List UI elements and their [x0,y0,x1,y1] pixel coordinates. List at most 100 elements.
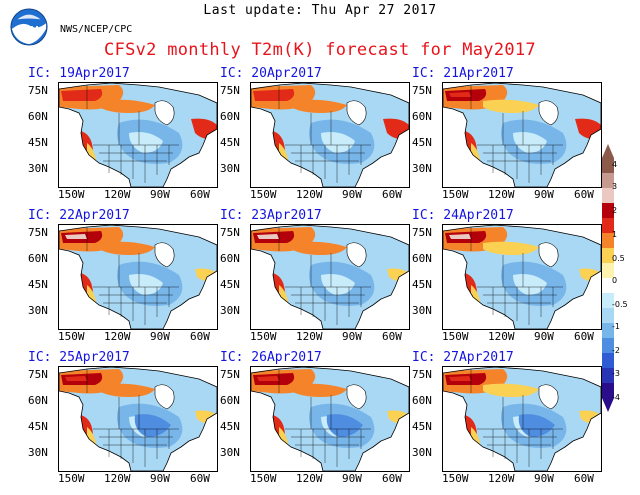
colorbar-bottom-arrow [602,398,614,412]
lon-tick-label: 150W [442,330,469,343]
forecast-panel: IC: 24Apr2017 75N 60N 45N 30N 150W 120W 90W 60W [412,208,612,348]
lon-tick-label: 90W [150,330,170,343]
colorbar-swatch [602,338,614,354]
lat-tick-label: 60N [28,110,48,123]
forecast-panel: IC: 27Apr2017 75N 60N 45N 30N 150W 120W 90W 60W [412,350,612,490]
lat-tick-label: 30N [220,304,240,317]
lon-tick-label: 90W [534,472,554,485]
lon-tick-label: 150W [58,188,85,201]
lat-tick-label: 60N [28,394,48,407]
panel-ic-label: IC: 26Apr2017 [220,350,322,365]
lon-tick-label: 120W [104,330,131,343]
lat-tick-label: 60N [220,110,240,123]
panel-ic-label: IC: 21Apr2017 [412,66,514,81]
lon-tick-label: 90W [342,472,362,485]
lat-tick-label: 30N [28,304,48,317]
noaa-logo: NOAA [10,8,48,46]
lon-tick-label: 120W [488,472,515,485]
anomaly-map [58,224,218,330]
lat-tick-label: 75N [220,368,240,381]
lon-tick-label: 60W [190,330,210,343]
colorbar-swatch [602,278,614,294]
lon-tick-label: 120W [488,330,515,343]
panel-ic-label: IC: 20Apr2017 [220,66,322,81]
lat-tick-label: 45N [28,420,48,433]
lat-tick-label: 75N [220,226,240,239]
colorbar-tick-label: -1 [612,322,620,331]
panel-ic-label: IC: 27Apr2017 [412,350,514,365]
colorbar-tick-label: -3 [612,369,620,378]
colorbar-top-arrow [602,144,614,158]
colorbar-swatch [602,173,614,189]
last-update-text: Last update: Thu Apr 27 2017 [203,3,437,18]
colorbar-tick-label: 4 [612,160,618,169]
colorbar-tick-label: -2 [612,346,620,355]
noaa-logo-text: NOAA [18,25,40,33]
lon-tick-label: 60W [574,472,594,485]
lat-tick-label: 60N [28,252,48,265]
lon-tick-label: 90W [534,330,554,343]
colorbar-tick-label: 0.5 [612,254,625,263]
lon-tick-label: 90W [534,188,554,201]
colorbar-swatch [602,383,614,399]
lon-tick-label: 90W [150,188,170,201]
lon-tick-label: 150W [442,188,469,201]
lon-tick-label: 120W [104,188,131,201]
panel-ic-label: IC: 19Apr2017 [28,66,130,81]
lat-tick-label: 60N [220,394,240,407]
lon-tick-label: 150W [58,472,85,485]
panel-ic-label: IC: 23Apr2017 [220,208,322,223]
lon-tick-label: 60W [574,330,594,343]
lon-tick-label: 60W [382,472,402,485]
lat-tick-label: 45N [412,136,432,149]
lat-tick-label: 30N [412,304,432,317]
lat-tick-label: 30N [220,162,240,175]
lat-tick-label: 75N [28,368,48,381]
colorbar-tick-label: 1 [612,230,618,239]
anomaly-map [58,366,218,472]
colorbar-swatch [602,293,614,309]
colorbar-swatch [602,323,614,339]
lat-tick-label: 75N [220,84,240,97]
colorbar-swatch [602,218,614,234]
lon-tick-label: 120W [296,472,323,485]
lat-tick-label: 30N [28,446,48,459]
lat-tick-label: 45N [412,278,432,291]
lat-tick-label: 45N [220,136,240,149]
colorbar-swatch [602,368,614,384]
forecast-panel: IC: 22Apr2017 75N 60N 45N 30N 150W 120W 90W 60W [28,208,228,348]
colorbar-tick-label: 3 [612,182,618,191]
lon-tick-label: 120W [296,188,323,201]
colorbar [602,144,614,412]
lon-tick-label: 60W [382,330,402,343]
anomaly-map [442,82,602,188]
lat-tick-label: 30N [28,162,48,175]
lon-tick-label: 150W [250,188,277,201]
anomaly-map [250,366,410,472]
lat-tick-label: 75N [412,84,432,97]
colorbar-swatch [602,233,614,249]
colorbar-swatch [602,188,614,204]
panel-ic-label: IC: 22Apr2017 [28,208,130,223]
lon-tick-label: 120W [296,330,323,343]
lon-tick-label: 60W [574,188,594,201]
lon-tick-label: 60W [190,472,210,485]
anomaly-map [442,366,602,472]
forecast-panel: IC: 19Apr2017 75N 60N 45N 30N 150W 120W 90W 60W [28,66,228,206]
forecast-panel: IC: 21Apr2017 75N 60N 45N 30N 150W 120W 90W 60W [412,66,612,206]
anomaly-map [442,224,602,330]
lat-tick-label: 30N [412,446,432,459]
lat-tick-label: 60N [220,252,240,265]
lon-tick-label: 150W [250,330,277,343]
colorbar-swatch [602,353,614,369]
forecast-panel: IC: 26Apr2017 75N 60N 45N 30N 150W 120W 90W 60W [220,350,420,490]
lat-tick-label: 30N [412,162,432,175]
colorbar-tick-label: 0 [612,276,618,285]
lon-tick-label: 90W [342,330,362,343]
lat-tick-label: 75N [412,368,432,381]
panel-ic-label: IC: 24Apr2017 [412,208,514,223]
figure-title: CFSv2 monthly T2m(K) forecast for May201… [104,40,536,60]
lat-tick-label: 45N [220,420,240,433]
lon-tick-label: 120W [104,472,131,485]
lat-tick-label: 30N [220,446,240,459]
